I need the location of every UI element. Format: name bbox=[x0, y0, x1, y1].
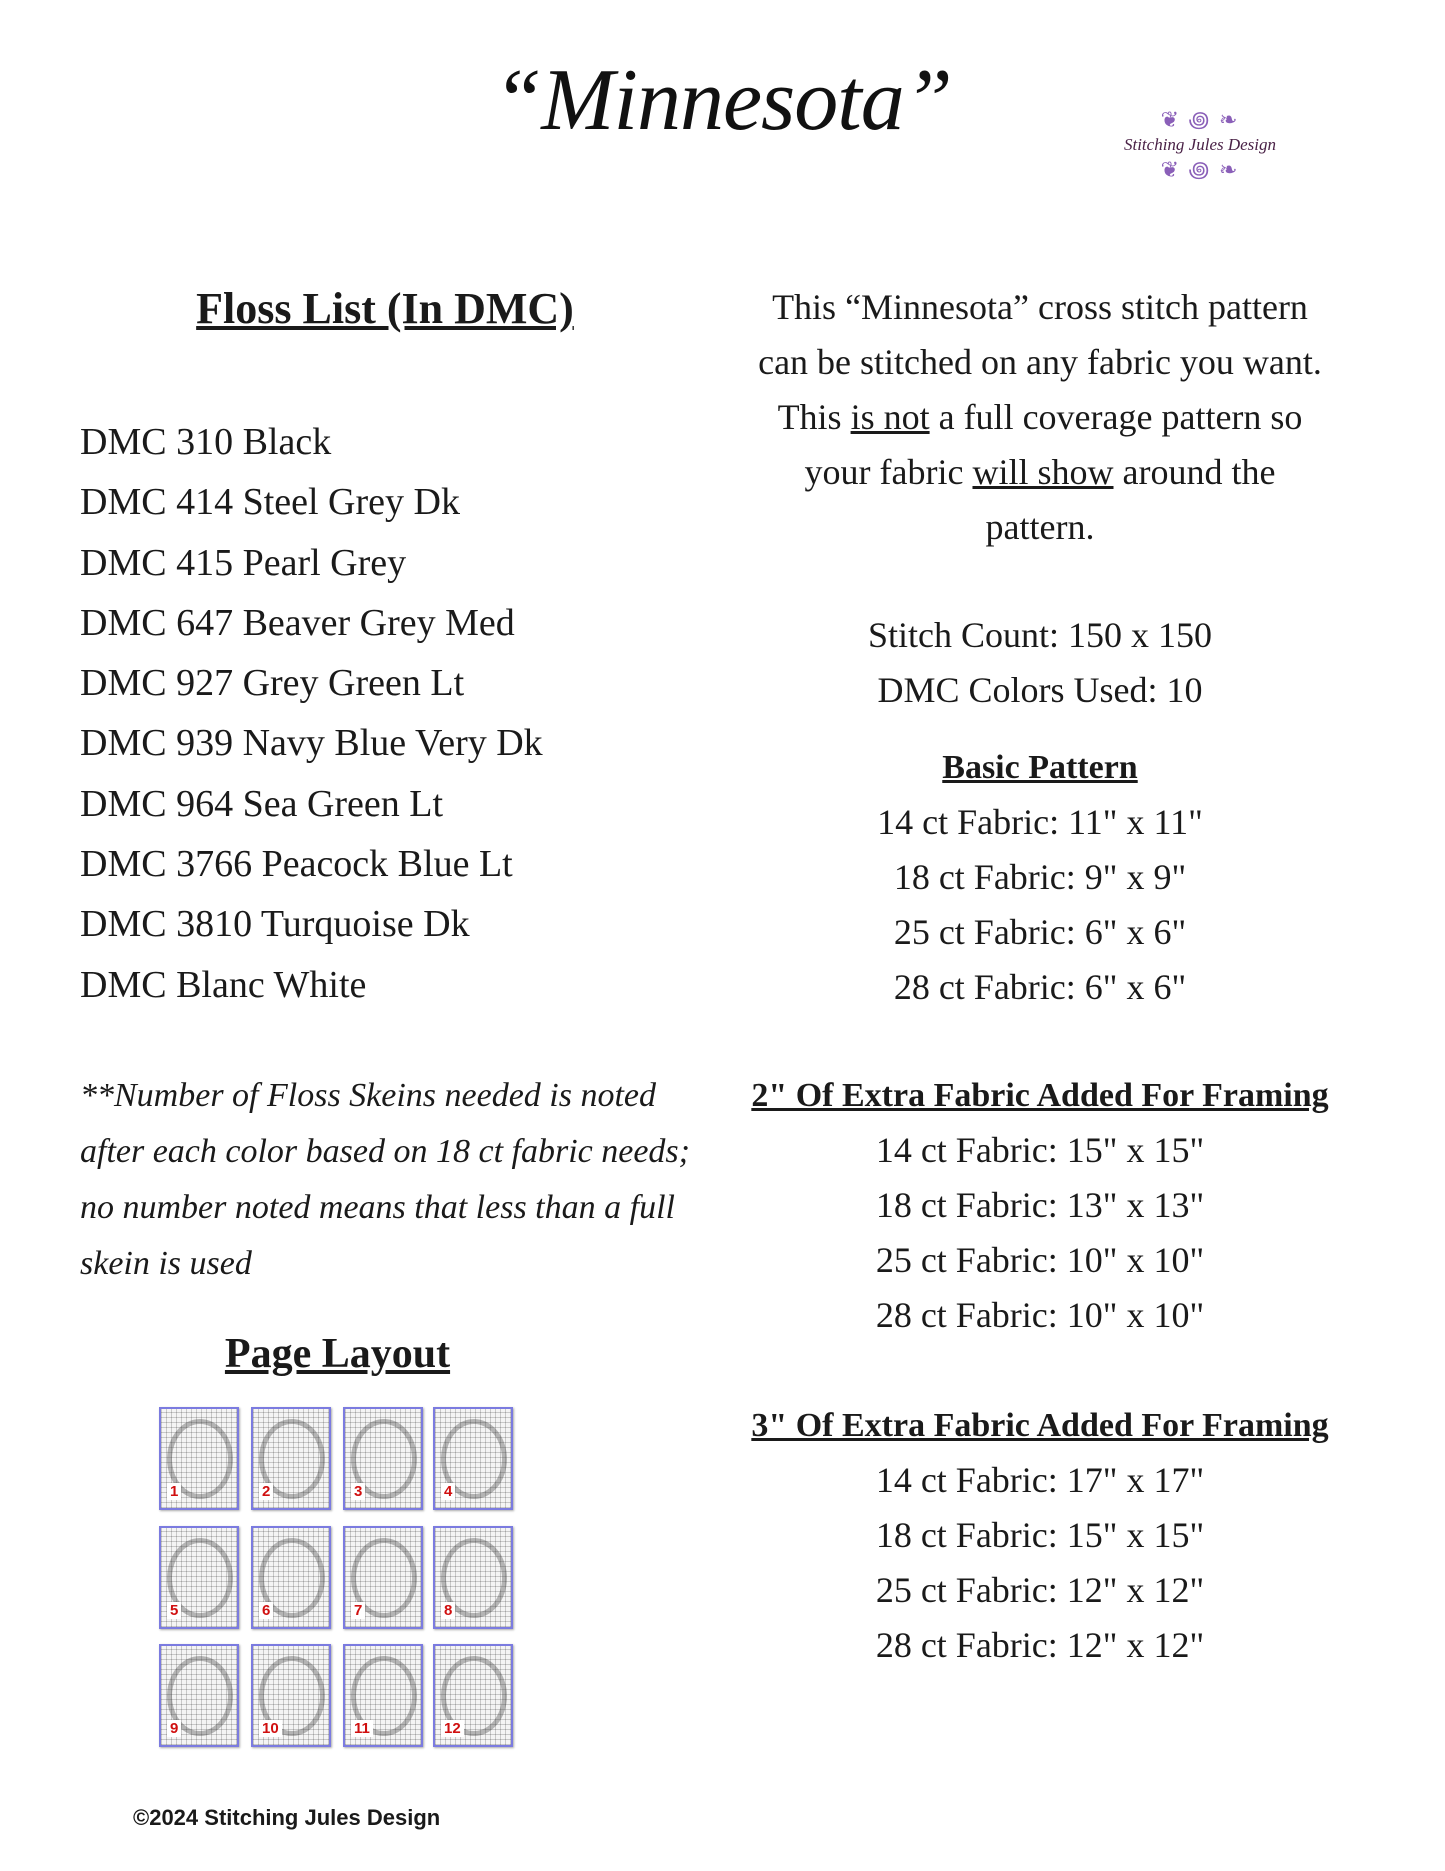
size-row: 18 ct Fabric: 9" x 9" bbox=[893, 857, 1187, 897]
size-row: 28 ct Fabric: 10" x 10" bbox=[875, 1295, 1205, 1335]
size-row: 14 ct Fabric: 11" x 11" bbox=[877, 802, 1203, 842]
section-heading: 2" Of Extra Fabric Added For Framing bbox=[751, 1077, 1329, 1114]
swirl-ornament-icon: ❦ ꩜ ❧ bbox=[1160, 107, 1240, 132]
pattern-preview bbox=[441, 1419, 507, 1499]
floss-item: DMC 939 Navy Blue Very Dk bbox=[80, 722, 543, 765]
size-row: 28 ct Fabric: 12" x 12" bbox=[875, 1625, 1205, 1665]
page-number: 3 bbox=[351, 1483, 366, 1500]
size-row: 14 ct Fabric: 17" x 17" bbox=[875, 1460, 1205, 1500]
page-number: 10 bbox=[259, 1720, 282, 1737]
pattern-stats: Stitch Count: 150 x 150 DMC Colors Used:… bbox=[680, 608, 1400, 718]
swirl-ornament-icon: ❦ ꩜ ❧ bbox=[1160, 157, 1240, 182]
text: a full coverage pattern so bbox=[929, 397, 1303, 437]
pattern-preview bbox=[259, 1538, 325, 1618]
page-thumbnail: 8 bbox=[433, 1526, 513, 1629]
page-thumbnail: 4 bbox=[433, 1407, 513, 1510]
page-thumbnail: 11 bbox=[343, 1644, 423, 1747]
page-thumbnail: 6 bbox=[251, 1526, 331, 1629]
pattern-preview bbox=[259, 1419, 325, 1499]
page-number: 8 bbox=[441, 1602, 456, 1619]
page-thumbnail: 12 bbox=[433, 1644, 513, 1747]
page-number: 2 bbox=[259, 1483, 274, 1500]
section-heading: Basic Pattern bbox=[942, 749, 1138, 786]
intro-line: This is not a full coverage pattern so bbox=[680, 390, 1400, 445]
pattern-preview bbox=[167, 1538, 233, 1618]
page-thumbnail: 9 bbox=[159, 1644, 239, 1747]
intro-line: pattern. bbox=[985, 507, 1095, 547]
size-row: 25 ct Fabric: 10" x 10" bbox=[875, 1240, 1205, 1280]
pattern-preview bbox=[441, 1538, 507, 1618]
floss-list-heading: Floss List (In DMC) bbox=[196, 284, 574, 333]
pattern-preview bbox=[441, 1656, 507, 1736]
page-number: 6 bbox=[259, 1602, 274, 1619]
copyright: ©2024 Stitching Jules Design bbox=[133, 1805, 441, 1830]
skein-note: **Number of Floss Skeins needed is noted… bbox=[80, 1077, 690, 1282]
floss-item: DMC 927 Grey Green Lt bbox=[80, 662, 465, 705]
size-row: 14 ct Fabric: 15" x 15" bbox=[875, 1130, 1205, 1170]
pattern-preview bbox=[167, 1419, 233, 1499]
floss-item: DMC 3810 Turquoise Dk bbox=[80, 903, 470, 946]
brand-logo: ❦ ꩜ ❧ Stitching Jules Design ❦ ꩜ ❧ bbox=[1090, 108, 1310, 218]
logo-text: Stitching Jules Design bbox=[1123, 135, 1277, 154]
page-number: 4 bbox=[441, 1483, 456, 1500]
page-thumbnail: 10 bbox=[251, 1644, 331, 1747]
page-number: 9 bbox=[167, 1720, 182, 1737]
pattern-title: “Minnesota” bbox=[493, 52, 952, 149]
page-thumbnail: 1 bbox=[159, 1407, 239, 1510]
intro-paragraph: This “Minnesota” cross stitch pattern ca… bbox=[680, 280, 1400, 555]
size-row: 18 ct Fabric: 15" x 15" bbox=[875, 1515, 1205, 1555]
stitch-count: Stitch Count: 150 x 150 bbox=[867, 615, 1213, 655]
floss-item: DMC 647 Beaver Grey Med bbox=[80, 601, 515, 644]
page-number: 5 bbox=[167, 1602, 182, 1619]
size-row: 25 ct Fabric: 12" x 12" bbox=[875, 1570, 1205, 1610]
pattern-preview bbox=[351, 1656, 417, 1736]
floss-item: DMC 964 Sea Green Lt bbox=[80, 782, 444, 825]
section-basic: Basic Pattern 14 ct Fabric: 11" x 11" 18… bbox=[680, 740, 1400, 1015]
size-row: 18 ct Fabric: 13" x 13" bbox=[875, 1185, 1205, 1225]
emphasis: is not bbox=[850, 397, 930, 437]
page-layout-grid: 1 2 3 4 5 6 7 8 9 10 11 12 bbox=[159, 1407, 529, 1767]
intro-line: can be stitched on any fabric you want. bbox=[758, 342, 1322, 382]
page-number: 12 bbox=[441, 1720, 464, 1737]
pattern-preview bbox=[351, 1538, 417, 1618]
floss-list: DMC 310 Black DMC 414 Steel Grey Dk DMC … bbox=[80, 412, 543, 1015]
pattern-preview bbox=[167, 1656, 233, 1736]
page-thumbnail: 2 bbox=[251, 1407, 331, 1510]
colors-used: DMC Colors Used: 10 bbox=[877, 670, 1203, 710]
page-thumbnail: 3 bbox=[343, 1407, 423, 1510]
floss-item: DMC 3766 Peacock Blue Lt bbox=[80, 843, 513, 886]
page-number: 7 bbox=[351, 1602, 366, 1619]
section-2in: 2" Of Extra Fabric Added For Framing 14 … bbox=[680, 1068, 1400, 1343]
floss-item: DMC Blanc White bbox=[80, 963, 367, 1006]
page-layout-heading: Page Layout bbox=[224, 1331, 451, 1377]
section-3in: 3" Of Extra Fabric Added For Framing 14 … bbox=[680, 1398, 1400, 1673]
text: your fabric bbox=[804, 452, 973, 492]
intro-line: This “Minnesota” cross stitch pattern bbox=[772, 287, 1308, 327]
page-thumbnail: 7 bbox=[343, 1526, 423, 1629]
page-number: 11 bbox=[351, 1720, 373, 1737]
size-row: 28 ct Fabric: 6" x 6" bbox=[893, 967, 1187, 1007]
intro-line: your fabric will show around the bbox=[680, 445, 1400, 500]
floss-item: DMC 415 Pearl Grey bbox=[80, 541, 407, 584]
floss-item: DMC 414 Steel Grey Dk bbox=[80, 481, 460, 524]
page-thumbnail: 5 bbox=[159, 1526, 239, 1629]
section-heading: 3" Of Extra Fabric Added For Framing bbox=[751, 1407, 1329, 1444]
size-row: 25 ct Fabric: 6" x 6" bbox=[893, 912, 1187, 952]
pattern-preview bbox=[259, 1656, 325, 1736]
text: This bbox=[777, 397, 851, 437]
text: around the bbox=[1113, 452, 1276, 492]
emphasis: will show bbox=[972, 452, 1114, 492]
page-number: 1 bbox=[167, 1483, 182, 1500]
pattern-preview bbox=[351, 1419, 417, 1499]
floss-item: DMC 310 Black bbox=[80, 421, 332, 463]
